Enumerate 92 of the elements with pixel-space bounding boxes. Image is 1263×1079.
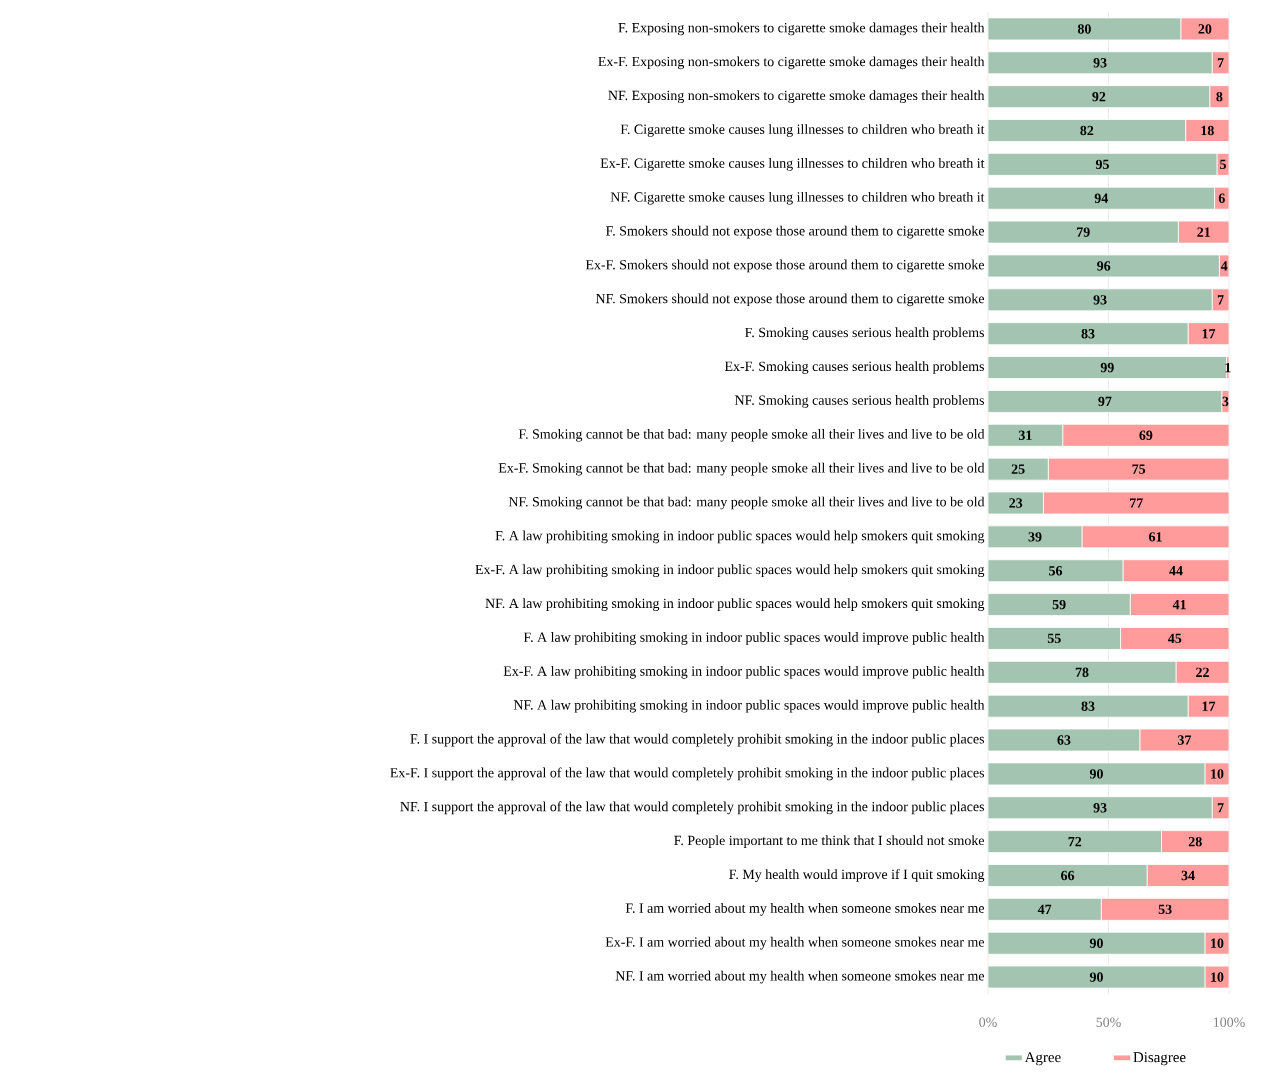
- data-label: 37: [1177, 735, 1192, 745]
- data-label: 25: [1011, 464, 1025, 474]
- data-label: 31: [1018, 430, 1032, 440]
- data-label: 23: [1009, 498, 1023, 508]
- data-label: 80: [1077, 24, 1091, 34]
- y-tick-label: Ex-F. A law prohibiting smoking in indoor public spaces would help smokers quit smoking: [475, 564, 985, 578]
- y-tick-label: F. Smoking causes serious health problems: [745, 327, 984, 341]
- data-label: 92: [1092, 91, 1106, 102]
- y-tick-label: NF. Exposing non-smokers to cigarette smoke damages their health: [608, 90, 985, 103]
- data-label: 44: [1169, 566, 1183, 576]
- y-tick-label: Ex-F. Smoking cannot be that bad: many people smoke all their lives and live to be old: [498, 462, 985, 476]
- data-label: 10: [1211, 972, 1224, 982]
- data-label: 93: [1093, 58, 1107, 68]
- data-label: 75: [1132, 464, 1146, 474]
- x-tick-label: 0%: [979, 1017, 997, 1027]
- data-label: 93: [1093, 295, 1107, 305]
- data-label: 22: [1196, 667, 1209, 677]
- y-tick-label: Ex-F. Cigarette smoke causes lung illnesses to children who breath it: [600, 158, 985, 171]
- data-label: 4: [1220, 261, 1228, 271]
- data-label: 99: [1100, 362, 1114, 373]
- x-tick-label: 50%: [1096, 1017, 1121, 1027]
- data-label: 97: [1098, 396, 1112, 407]
- data-label: 20: [1198, 24, 1212, 34]
- data-label: 47: [1037, 904, 1052, 914]
- data-label: 41: [1172, 599, 1186, 610]
- data-label: 63: [1057, 735, 1071, 745]
- y-tick-label: Ex-F. Exposing non-smokers to cigarette smoke damages their health: [598, 56, 985, 70]
- data-label: 77: [1130, 498, 1143, 508]
- data-label: 7: [1217, 803, 1224, 813]
- data-label: 28: [1188, 836, 1202, 847]
- y-tick-label: NF. Cigarette smoke causes lung illnesses to children who breath it: [610, 191, 985, 205]
- data-label: 90: [1089, 972, 1103, 982]
- data-label: 21: [1197, 227, 1210, 237]
- y-tick-label: F. A law prohibiting smoking in indoor public spaces would improve public health: [523, 632, 985, 645]
- data-label: 10: [1211, 769, 1224, 779]
- data-label: 10: [1211, 938, 1224, 948]
- x-tick-label: 100%: [1213, 1017, 1245, 1027]
- data-label: 66: [1061, 870, 1075, 881]
- data-label: 59: [1052, 599, 1066, 610]
- data-label: 93: [1093, 803, 1107, 813]
- data-label: 72: [1068, 837, 1082, 847]
- data-label: 53: [1158, 904, 1172, 915]
- data-label: 17: [1202, 701, 1216, 711]
- y-tick-label: NF. Smoking cannot be that bad: many people smoke all their lives and live to be old: [508, 496, 985, 510]
- y-tick-label: NF. Smoking causes serious health problems: [734, 395, 984, 408]
- data-label: 61: [1149, 532, 1162, 542]
- y-tick-label: F. My health would improve if I quit smoking: [729, 869, 985, 882]
- data-label: 83: [1081, 701, 1095, 711]
- data-label: 8: [1216, 91, 1223, 102]
- data-label: 17: [1202, 329, 1216, 339]
- data-label: 56: [1049, 566, 1063, 576]
- data-label: 82: [1080, 125, 1094, 136]
- y-tick-label: Ex-F. I support the approval of the law that would completely prohibit smoking in the indoor public places: [390, 767, 985, 781]
- y-tick-label: F. I am worried about my health when someone smokes near me: [625, 902, 985, 916]
- legend-label: Agree: [1024, 1052, 1061, 1066]
- data-label: 90: [1089, 938, 1103, 948]
- data-label: 95: [1095, 159, 1109, 170]
- data-label: 55: [1047, 633, 1061, 644]
- data-label: 7: [1217, 58, 1224, 68]
- data-label: 39: [1028, 532, 1042, 542]
- data-label: 78: [1075, 667, 1089, 678]
- y-tick-label: F. Exposing non-smokers to cigarette smoke damages their health: [618, 22, 985, 36]
- data-label: 96: [1097, 261, 1111, 271]
- data-label: 79: [1077, 227, 1090, 237]
- y-tick-label: NF. I support the approval of the law that would completely prohibit smoking in the indoor public places: [400, 801, 985, 815]
- y-tick-label: Ex-F. Smoking causes serious health problems: [724, 361, 984, 374]
- y-tick-label: Ex-F. Smokers should not expose those around them to cigarette smoke: [585, 259, 985, 273]
- legend-label: Disagree: [1133, 1052, 1186, 1066]
- data-label: 7: [1217, 295, 1224, 305]
- y-tick-label: NF. I am worried about my health when someone smokes near me: [615, 970, 985, 984]
- y-tick-label: Ex-F. I am worried about my health when someone smokes near me: [605, 936, 985, 950]
- y-tick-label: F. Cigarette smoke causes lung illnesses to children who breath it: [620, 124, 985, 137]
- data-label: 90: [1089, 769, 1103, 779]
- y-tick-label: F. People important to me think that I should not smoke: [674, 835, 985, 848]
- data-label: 5: [1220, 159, 1226, 170]
- y-tick-label: Ex-F. A law prohibiting smoking in indoor public spaces would improve public health: [503, 665, 985, 679]
- y-tick-label: NF. A law prohibiting smoking in indoor public spaces would improve public health: [513, 699, 985, 713]
- y-tick-label: NF. A law prohibiting smoking in indoor public spaces would help smokers quit smoking: [485, 598, 985, 611]
- data-label: 34: [1181, 870, 1195, 881]
- data-label: 6: [1218, 193, 1225, 203]
- data-label: 69: [1139, 430, 1153, 440]
- bar: [988, 356, 1227, 379]
- y-tick-label: F. Smokers should not expose those around them to cigarette smoke: [606, 225, 985, 239]
- data-label: 3: [1222, 396, 1229, 407]
- y-tick-label: F. A law prohibiting smoking in indoor public spaces would help smokers quit smoking: [495, 530, 985, 544]
- data-label: 18: [1201, 125, 1214, 136]
- y-tick-label: F. Smoking cannot be that bad: many people smoke all their lives and live to be old: [518, 428, 985, 442]
- y-tick-label: F. I support the approval of the law that would completely prohibit smoking in the indoor public places: [410, 733, 985, 747]
- data-label: 94: [1094, 193, 1109, 203]
- data-label: 45: [1168, 633, 1182, 644]
- y-tick-label: NF. Smokers should not expose those around them to cigarette smoke: [595, 293, 985, 307]
- data-label: 83: [1081, 328, 1095, 339]
